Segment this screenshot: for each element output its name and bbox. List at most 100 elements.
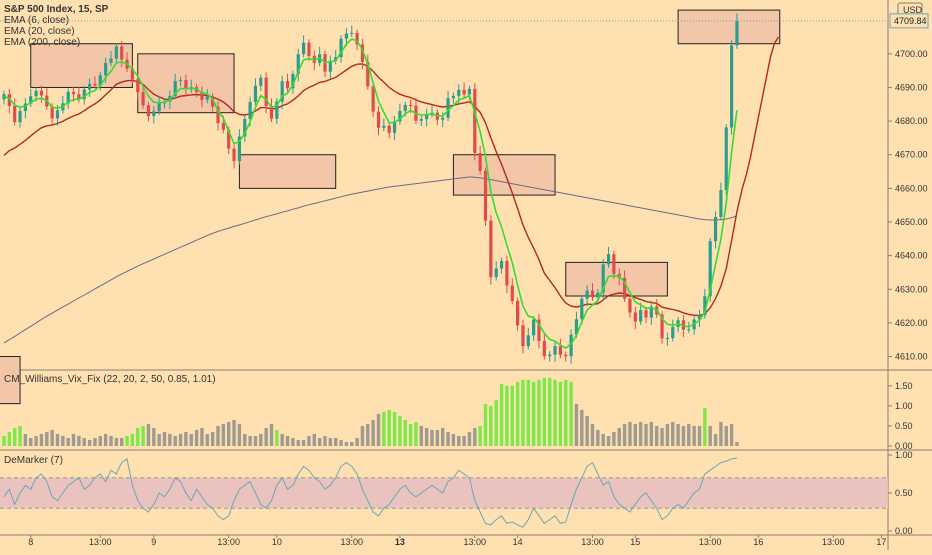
vix-bar — [633, 423, 637, 446]
vix-bar — [184, 431, 188, 446]
time-tick-label: 10 — [272, 537, 282, 547]
vix-bar — [55, 433, 60, 446]
vix-bar — [13, 427, 17, 446]
chart-title[interactable]: S&P 500 Index, 15, SP — [4, 4, 109, 15]
vix-bar — [307, 435, 311, 446]
currency-badge: USD — [903, 5, 923, 15]
candle-body — [7, 94, 11, 106]
candle-body — [526, 335, 530, 347]
candle-body — [606, 254, 611, 265]
candle-body — [296, 54, 300, 74]
candle-body — [253, 85, 258, 102]
candle-body — [355, 32, 359, 45]
vix-bar — [505, 385, 509, 446]
candle-body — [184, 80, 188, 90]
candle-body — [152, 111, 156, 117]
vix-fix-label[interactable]: CM_Williams_Vix_Fix (22, 20, 2, 50, 0.85… — [4, 374, 216, 385]
vix-bar — [692, 425, 696, 446]
candle-body — [425, 114, 429, 120]
time-tick-label: 13:00 — [89, 537, 112, 547]
time-tick-label: 13:00 — [822, 537, 845, 547]
candle-body — [120, 46, 124, 60]
candle-body — [601, 264, 605, 293]
price-tick-label: 4630.00 — [895, 284, 928, 294]
candle-body — [248, 101, 252, 120]
candle-body — [392, 121, 397, 133]
candle-body — [473, 88, 477, 154]
vix-bar — [366, 423, 370, 446]
price-tick-label: 4680.00 — [895, 116, 928, 126]
vix-bar — [515, 381, 520, 446]
legend-ema20[interactable]: EMA (20, close) — [4, 26, 75, 37]
price-tick-label: 4670.00 — [895, 150, 928, 160]
main-legend: S&P 500 Index, 15, SP EMA (6, close) EMA… — [4, 4, 108, 48]
candle-body — [671, 326, 675, 339]
vix-bar — [194, 429, 199, 446]
vix-bar — [232, 419, 236, 446]
time-tick-label: 9 — [151, 537, 156, 547]
candle-body — [478, 153, 482, 171]
candle-body — [580, 298, 584, 320]
vix-bar — [713, 433, 718, 446]
candle-body — [409, 104, 413, 106]
vix-bar — [617, 427, 621, 446]
candle-body — [264, 77, 268, 106]
candle-body — [136, 79, 140, 93]
candle-body — [403, 104, 407, 111]
candle-body — [596, 292, 600, 298]
candle-body — [77, 94, 81, 100]
vix-bar — [120, 437, 124, 446]
vix-bar — [622, 423, 627, 446]
candle-body — [269, 105, 274, 119]
vix-bar — [398, 415, 402, 446]
candle-body — [88, 83, 92, 90]
vix-bars — [2, 377, 739, 446]
candle-body — [687, 329, 691, 331]
vix-bar — [430, 429, 434, 446]
candle-body — [18, 111, 22, 123]
demarker-line — [3, 457, 737, 528]
legend-ema6[interactable]: EMA (6, close) — [4, 15, 70, 26]
ema20-line — [3, 36, 780, 317]
vix-bar — [50, 429, 54, 446]
candle-body — [109, 58, 113, 63]
vix-bar — [558, 381, 563, 446]
vix-bar — [243, 433, 247, 446]
candle-body — [104, 62, 108, 76]
last-price-box — [889, 13, 929, 29]
candle-body — [334, 57, 338, 61]
candle-body — [548, 354, 552, 357]
demarker-label[interactable]: DeMarker (7) — [4, 455, 63, 466]
vix-bar — [489, 405, 493, 446]
time-tick-label: 13:00 — [217, 537, 240, 547]
vix-bar — [494, 399, 498, 446]
candle-body — [558, 346, 562, 355]
vix-tick-label: 0.50 — [895, 421, 913, 431]
vix-bar — [216, 425, 220, 446]
candle-body — [39, 90, 44, 96]
vix-bar — [237, 423, 242, 446]
candle-body — [441, 117, 445, 120]
time-tick-label: 13:00 — [340, 537, 363, 547]
candle-body — [66, 91, 70, 104]
vix-bar — [334, 437, 338, 446]
candle-body — [376, 111, 381, 128]
vix-bar — [275, 429, 279, 446]
vix-bar — [152, 427, 156, 446]
vix-bar — [253, 435, 258, 446]
vix-bar — [590, 423, 595, 446]
vix-bar — [660, 427, 664, 446]
vix-bar — [125, 435, 129, 446]
vix-bar — [168, 433, 172, 446]
price-tick-label: 4620.00 — [895, 318, 928, 328]
vix-bar — [542, 377, 547, 446]
legend-ema200[interactable]: EMA (200, close) — [4, 37, 81, 48]
candle-body — [130, 68, 134, 80]
time-tick-label: 8 — [28, 537, 33, 547]
vix-bar — [462, 435, 466, 446]
candle-body — [612, 254, 616, 274]
vix-bar — [189, 433, 193, 446]
vix-bar — [173, 435, 177, 446]
vix-bar — [221, 423, 226, 446]
